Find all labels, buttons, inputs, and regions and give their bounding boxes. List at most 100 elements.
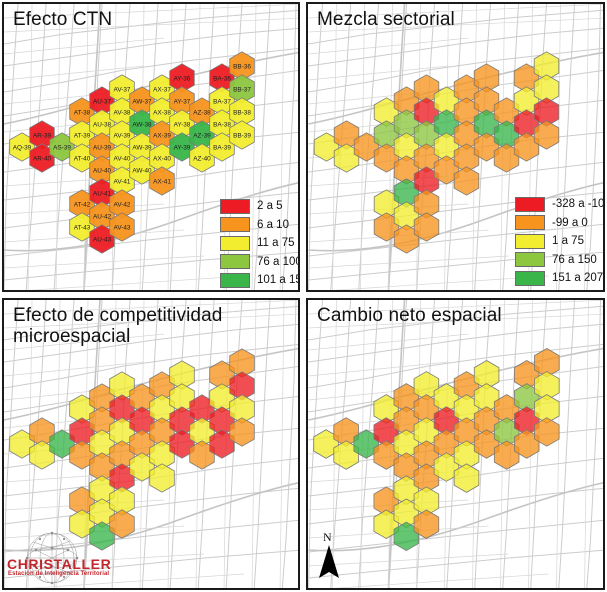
hex-label: AQ-39 — [13, 145, 32, 152]
panel-title: Mezcla sectorial — [317, 9, 455, 30]
hex-label: AT-40 — [74, 156, 91, 163]
hex-cell[interactable] — [453, 463, 480, 493]
legend-swatch — [515, 196, 545, 212]
hex-label: AT-43 — [74, 225, 91, 232]
hex-label: AU-41 — [93, 191, 112, 198]
legend-label: 76 a 100 — [257, 255, 300, 268]
panel-title: Efecto CTN — [13, 9, 113, 30]
legend-swatch — [515, 270, 545, 286]
hex-label: AV-43 — [114, 225, 131, 232]
hex-label: AS-39 — [53, 145, 71, 152]
hex-cell[interactable] — [413, 212, 440, 242]
hex-label: AU-39 — [93, 145, 112, 152]
hex-label: AT-39 — [74, 133, 91, 140]
hex-label: AX-38 — [153, 110, 171, 117]
hex-label: AV-42 — [114, 202, 131, 209]
hex-label: AX-40 — [153, 156, 171, 163]
legend-swatch — [220, 272, 250, 288]
hex-label: AR-40 — [33, 156, 52, 163]
hex-label: AU-42 — [93, 214, 112, 221]
legend-label: -328 a -100 — [552, 198, 605, 211]
hex-label: AU-43 — [93, 237, 112, 244]
hex-label: AZ-40 — [193, 156, 211, 163]
legend-row: 11 a 75 — [220, 235, 298, 252]
hex-label: AV-37 — [114, 87, 131, 94]
legend-row: 151 a 207 — [515, 270, 604, 287]
hex-label: AT-38 — [74, 110, 91, 117]
panel-efecto-ctn: Efecto CTN AQ-39 AR-39 AR-40 AS-39 AT-38 AT-3… — [2, 2, 300, 292]
hex-cell[interactable] — [109, 212, 135, 242]
hex-label: AW-37 — [132, 99, 152, 106]
hex-cells — [9, 51, 255, 254]
hex-label: AR-39 — [33, 133, 52, 140]
hex-cells — [313, 51, 560, 254]
hex-cell[interactable] — [453, 166, 480, 196]
hex-label: AX-39 — [153, 133, 171, 140]
hex-cell[interactable] — [534, 417, 560, 447]
hex-label: BB-38 — [233, 110, 251, 117]
hex-label: AX-41 — [153, 179, 171, 186]
hex-label: BB-39 — [233, 133, 251, 140]
hex-label: AU-40 — [93, 168, 112, 175]
panel-mezcla-sectorial: Mezcla sectorial -328 a -100 -99 a 0 1 a 7… — [306, 2, 605, 292]
hex-cells — [9, 348, 255, 551]
legend-swatch — [220, 217, 250, 233]
legend-label: -99 a 0 — [552, 216, 588, 229]
logo-wordmark: CHRISTALLER — [7, 556, 112, 572]
hex-cells — [313, 348, 560, 552]
hex-cell[interactable] — [533, 120, 560, 150]
hex-cell[interactable] — [229, 417, 255, 447]
legend-swatch — [220, 254, 250, 270]
legend-label: 101 a 156 — [257, 274, 298, 287]
hex-label: AZ-38 — [193, 110, 211, 117]
legend-row: 2 a 5 — [220, 198, 298, 215]
hex-label: AV-39 — [114, 133, 131, 140]
logo-globe-icon — [25, 531, 79, 585]
legend-row: 76 a 100 — [220, 254, 300, 271]
hex-label: BA-37 — [213, 99, 231, 106]
panel-cambio-neto-espacial: Cambio neto espacial -426 a -200-199 a 0… — [306, 298, 605, 590]
hex-label: AY-37 — [174, 99, 191, 106]
legend-row: -328 a -100 — [515, 196, 605, 213]
hex-label: AU-37 — [93, 99, 112, 106]
legend-swatch — [515, 233, 545, 249]
legend-swatch — [220, 198, 250, 214]
hex-label: AZ-39 — [193, 133, 211, 140]
hex-cell[interactable] — [149, 166, 175, 196]
legend-label: 2 a 5 — [257, 200, 283, 213]
hex-cell[interactable] — [149, 463, 175, 493]
hex-label: AW-38 — [132, 122, 152, 129]
hexagon-layer-3 — [9, 348, 255, 551]
legend-row: 1 a 75 — [515, 233, 603, 250]
legend-label: 1 a 75 — [552, 235, 584, 248]
hex-cell[interactable] — [413, 509, 440, 539]
hex-label: BB-37 — [233, 87, 251, 94]
hex-label: AT-42 — [74, 202, 91, 209]
hex-label: AU-38 — [93, 122, 112, 129]
hex-label: BA-39 — [213, 145, 231, 152]
legend-row: -99 a 0 — [515, 215, 603, 232]
legend-efecto-ctn: 2 a 5 6 a 10 11 a 75 76 a 100 101 a 156 — [220, 198, 300, 290]
north-label: N — [323, 530, 332, 544]
legend-swatch — [220, 235, 250, 251]
panel-title: Efecto de competitividad microespacial — [13, 305, 223, 347]
panel-title: Cambio neto espacial — [317, 305, 502, 326]
hex-label: AV-38 — [114, 110, 131, 117]
hex-label: AX-37 — [153, 87, 171, 94]
hex-cell[interactable] — [109, 509, 135, 539]
legend-label: 76 a 150 — [552, 253, 597, 266]
hex-label: AV-40 — [114, 156, 131, 163]
hex-cell[interactable] — [229, 120, 255, 150]
logo-tagline: Estación de Inteligencia Territorial — [8, 571, 110, 577]
legend-label: 11 a 75 — [257, 237, 295, 250]
hex-label: AY-38 — [174, 122, 191, 129]
hexagon-layer-2 — [313, 51, 560, 254]
legend-mezcla-sectorial: -328 a -100 -99 a 0 1 a 75 76 a 150 151 a 20… — [515, 196, 605, 289]
legend-swatch — [515, 215, 545, 231]
hex-label: AW-39 — [132, 145, 152, 152]
hex-label: BA-36 — [213, 76, 231, 83]
north-arrow-icon — [319, 545, 339, 578]
legend-label: 151 a 207 — [552, 272, 604, 285]
